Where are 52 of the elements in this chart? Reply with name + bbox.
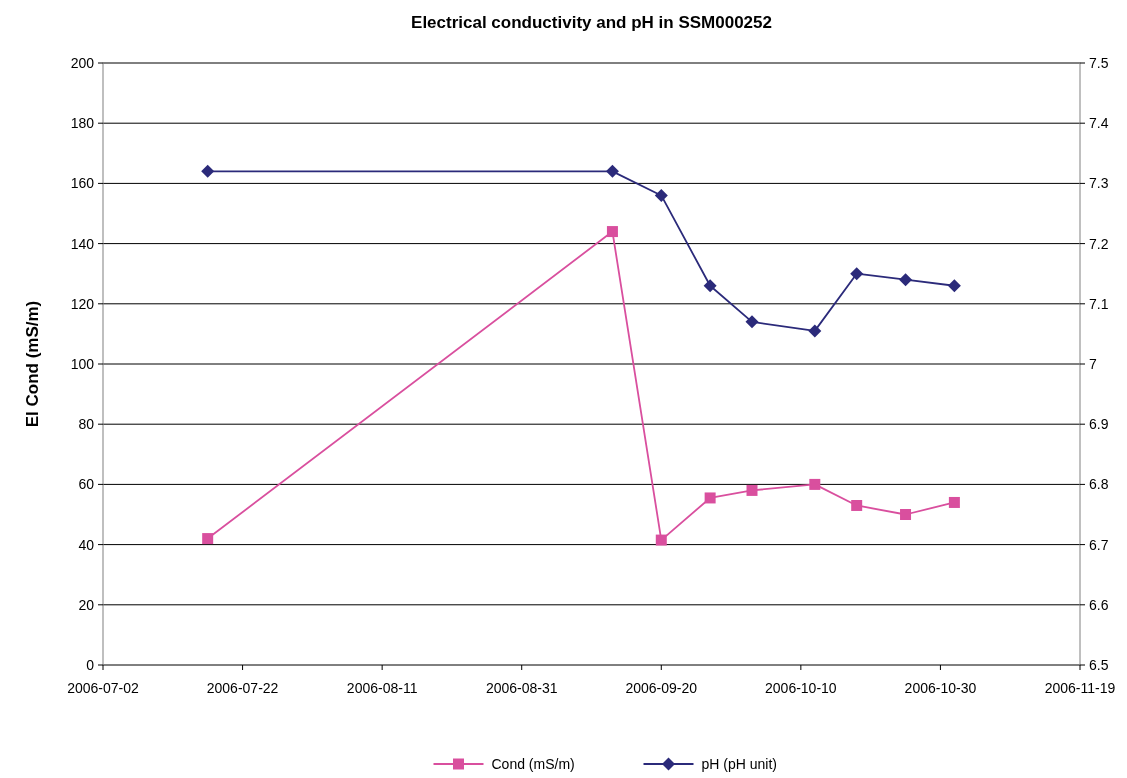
y-axis-title: El Cond (mS/m) <box>23 300 42 428</box>
y-tick-label: 160 <box>70 175 95 192</box>
point <box>746 484 758 496</box>
y2-tick-label: 6.5 <box>1089 657 1109 673</box>
point <box>202 533 214 545</box>
legend-label: pH (pH unit) <box>701 756 777 772</box>
point <box>201 164 215 178</box>
legend-label: Cond (mS/m) <box>491 756 575 772</box>
x-tick-label: 2006-07-02 <box>67 680 140 696</box>
y-tick-label: 80 <box>78 416 95 433</box>
y2-tick-label: 6.9 <box>1089 416 1109 433</box>
x-tick-label: 2006-09-20 <box>625 680 698 696</box>
y2-tick-label: 7.1 <box>1089 295 1109 312</box>
chart-title: Electrical conductivity and pH in SSM000252 <box>411 13 772 32</box>
point <box>605 164 619 178</box>
x-tick-label: 2006-08-31 <box>485 680 558 696</box>
x-tick-label: 2006-10-30 <box>904 680 977 696</box>
point <box>850 267 864 281</box>
y2-tick-label: 7.5 <box>1089 55 1109 71</box>
point <box>809 478 821 490</box>
x-tick-label: 2006-07-22 <box>206 680 279 696</box>
point <box>703 279 717 293</box>
y2-tick-label: 6.7 <box>1089 536 1109 553</box>
y2-tick-label: 6.8 <box>1089 476 1109 493</box>
point <box>948 496 960 508</box>
y-tick-label: 180 <box>70 115 95 132</box>
y2-tick-label: 7.4 <box>1089 115 1109 132</box>
y-tick-label: 0 <box>86 657 95 673</box>
point <box>808 324 822 338</box>
y-tick-label: 100 <box>70 356 95 372</box>
x-tick-label: 2006-10-10 <box>765 680 837 696</box>
y2-tick-label: 7.3 <box>1089 175 1109 192</box>
point <box>704 492 716 504</box>
y-tick-label: 60 <box>78 476 95 493</box>
point <box>654 188 668 202</box>
point <box>947 279 961 293</box>
point <box>655 534 667 546</box>
y2-tick-label: 7 <box>1089 356 1097 372</box>
y-tick-label: 20 <box>78 596 95 613</box>
point <box>900 509 912 520</box>
x-tick-label: 2006-08-11 <box>346 680 418 696</box>
y-tick-label: 140 <box>70 235 95 252</box>
point <box>606 226 618 238</box>
point <box>745 315 759 329</box>
y2-tick-label: 7.2 <box>1089 235 1109 252</box>
y-tick-label: 120 <box>70 295 95 312</box>
point <box>899 273 913 287</box>
point <box>851 499 863 511</box>
y-tick-label: 200 <box>70 55 95 71</box>
y2-tick-label: 6.6 <box>1089 596 1109 613</box>
y-tick-label: 40 <box>78 536 95 553</box>
x-tick-label: 2006-11-19 <box>1044 680 1116 696</box>
